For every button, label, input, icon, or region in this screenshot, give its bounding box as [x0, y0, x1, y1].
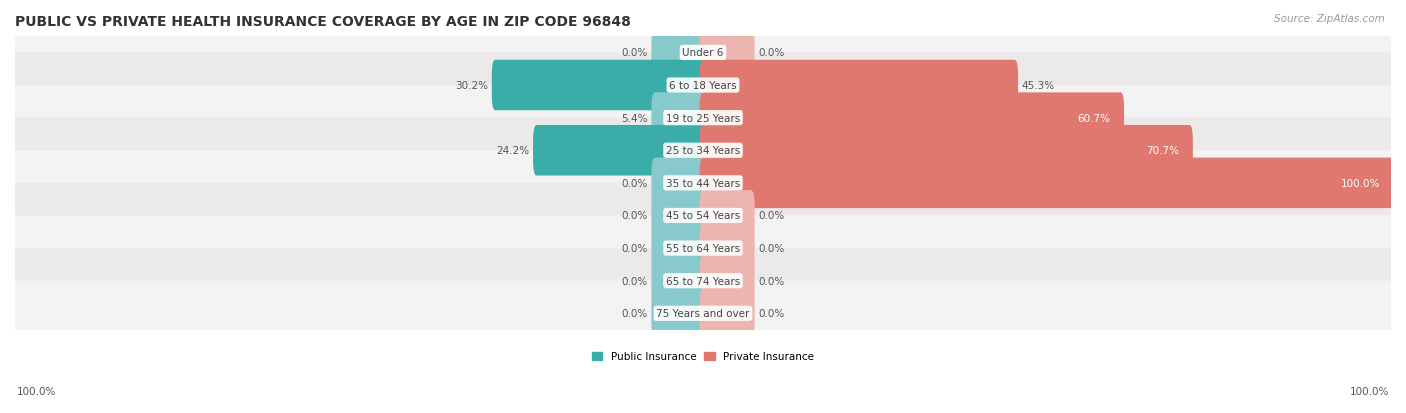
FancyBboxPatch shape — [700, 223, 755, 274]
FancyBboxPatch shape — [11, 249, 1395, 313]
FancyBboxPatch shape — [700, 191, 755, 241]
Text: 0.0%: 0.0% — [621, 211, 648, 221]
Text: 35 to 44 Years: 35 to 44 Years — [666, 178, 740, 188]
Text: 0.0%: 0.0% — [621, 276, 648, 286]
Text: 100.0%: 100.0% — [1350, 387, 1389, 396]
Text: 0.0%: 0.0% — [758, 276, 785, 286]
FancyBboxPatch shape — [651, 28, 706, 78]
Text: 6 to 18 Years: 6 to 18 Years — [669, 81, 737, 91]
Text: 55 to 64 Years: 55 to 64 Years — [666, 244, 740, 254]
FancyBboxPatch shape — [492, 61, 706, 111]
FancyBboxPatch shape — [11, 281, 1395, 346]
FancyBboxPatch shape — [11, 216, 1395, 281]
Text: 0.0%: 0.0% — [621, 309, 648, 318]
Text: 45 to 54 Years: 45 to 54 Years — [666, 211, 740, 221]
Text: 25 to 34 Years: 25 to 34 Years — [666, 146, 740, 156]
Text: 0.0%: 0.0% — [758, 211, 785, 221]
FancyBboxPatch shape — [651, 223, 706, 274]
FancyBboxPatch shape — [11, 119, 1395, 183]
Text: 0.0%: 0.0% — [621, 48, 648, 58]
Text: 5.4%: 5.4% — [621, 113, 648, 123]
FancyBboxPatch shape — [11, 86, 1395, 151]
FancyBboxPatch shape — [700, 28, 755, 78]
Text: 70.7%: 70.7% — [1146, 146, 1180, 156]
FancyBboxPatch shape — [11, 151, 1395, 216]
Text: 0.0%: 0.0% — [758, 244, 785, 254]
FancyBboxPatch shape — [700, 158, 1395, 209]
Text: 45.3%: 45.3% — [1022, 81, 1054, 91]
Text: 0.0%: 0.0% — [758, 48, 785, 58]
Text: 0.0%: 0.0% — [621, 178, 648, 188]
Text: 75 Years and over: 75 Years and over — [657, 309, 749, 318]
FancyBboxPatch shape — [11, 183, 1395, 249]
Text: PUBLIC VS PRIVATE HEALTH INSURANCE COVERAGE BY AGE IN ZIP CODE 96848: PUBLIC VS PRIVATE HEALTH INSURANCE COVER… — [15, 15, 631, 29]
FancyBboxPatch shape — [651, 256, 706, 306]
FancyBboxPatch shape — [700, 126, 1192, 176]
FancyBboxPatch shape — [11, 53, 1395, 119]
Text: Source: ZipAtlas.com: Source: ZipAtlas.com — [1274, 14, 1385, 24]
FancyBboxPatch shape — [700, 93, 1123, 144]
Text: 65 to 74 Years: 65 to 74 Years — [666, 276, 740, 286]
Legend: Public Insurance, Private Insurance: Public Insurance, Private Insurance — [588, 347, 818, 366]
Text: 100.0%: 100.0% — [17, 387, 56, 396]
Text: 0.0%: 0.0% — [758, 309, 785, 318]
Text: 30.2%: 30.2% — [456, 81, 488, 91]
FancyBboxPatch shape — [651, 191, 706, 241]
FancyBboxPatch shape — [533, 126, 706, 176]
FancyBboxPatch shape — [651, 158, 706, 209]
Text: Under 6: Under 6 — [682, 48, 724, 58]
Text: 24.2%: 24.2% — [496, 146, 530, 156]
Text: 19 to 25 Years: 19 to 25 Years — [666, 113, 740, 123]
FancyBboxPatch shape — [700, 61, 1018, 111]
FancyBboxPatch shape — [651, 93, 706, 144]
Text: 100.0%: 100.0% — [1341, 178, 1381, 188]
Text: 60.7%: 60.7% — [1077, 113, 1111, 123]
FancyBboxPatch shape — [651, 288, 706, 339]
Text: 0.0%: 0.0% — [621, 244, 648, 254]
FancyBboxPatch shape — [700, 256, 755, 306]
FancyBboxPatch shape — [11, 21, 1395, 86]
FancyBboxPatch shape — [700, 288, 755, 339]
